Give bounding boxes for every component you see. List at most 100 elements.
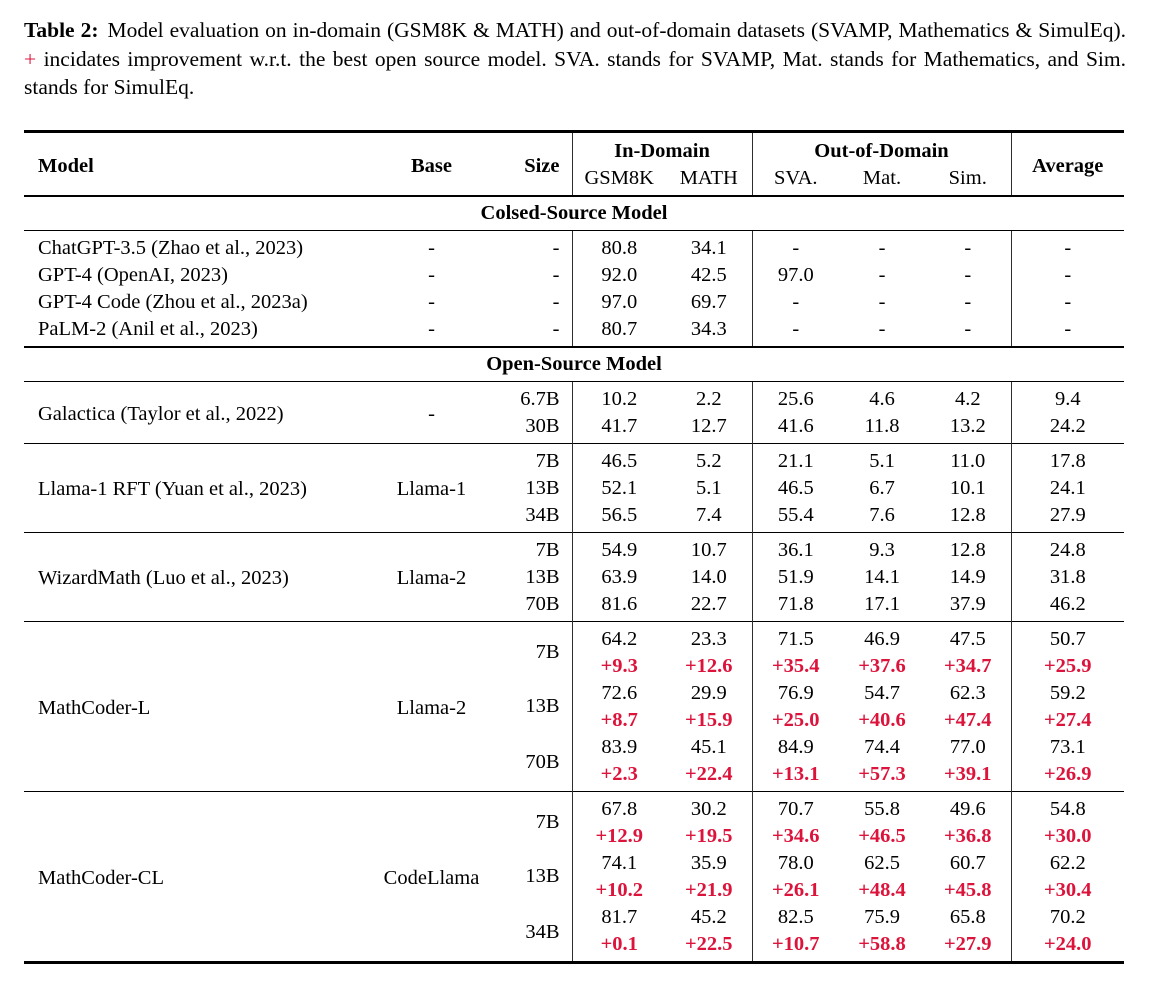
score-value: - [878,317,886,340]
score-value: 24.8 [1010,531,1124,563]
caption-label: Table 2: [24,18,99,42]
score-value: 70.7 [751,790,839,822]
column-group-in-domain: In-Domain [571,131,752,164]
score-delta: +27.9 [943,932,992,955]
table-caption: Table 2: Model evaluation on in-domain (G… [24,16,1126,102]
score-value: 54.7 [864,681,900,704]
score-delta: +12.6 [684,654,733,677]
base-name: - [428,236,435,259]
score-value: 54.8 [1010,790,1124,822]
score-value: 22.7 [690,592,727,615]
score-value: 70.2 [1010,903,1124,930]
score-value: 80.8 [571,230,666,261]
score-delta: +39.1 [943,762,992,785]
score-value: 56.5 [571,501,666,532]
score-value: 11.0 [925,442,1011,474]
score-value: 29.9 [690,681,727,704]
score-value: 62.3 [949,681,986,704]
score-value: 23.3 [666,620,752,652]
score-delta: +13.1 [751,760,839,791]
size-value: - [552,263,560,286]
score-delta: +25.0 [751,706,839,733]
score-value: 46.5 [751,474,839,501]
score-delta: +47.4 [943,708,992,731]
score-delta: +40.6 [858,708,906,731]
score-value: - [751,288,839,315]
delta-row: +9.3 +12.6 +35.4 +37.6 +34.7 +25.9 [24,652,1124,679]
score-delta: +15.9 [684,708,733,731]
score-value: 4.6 [869,387,895,410]
score-delta: +9.3 [571,652,666,679]
score-value: 6.7 [869,476,895,499]
score-delta: +35.4 [751,652,839,679]
score-value: 12.8 [925,531,1011,563]
score-value: 11.8 [864,414,900,437]
score-value: 4.2 [954,387,981,410]
delta-row: +2.3 +22.4 +13.1 +57.3 +39.1 +26.9 [24,760,1124,791]
score-delta: +22.5 [684,932,733,955]
score-value: - [751,315,839,347]
score-value: 55.4 [751,501,839,532]
score-delta: +10.2 [571,876,666,903]
score-value: 14.9 [949,565,986,588]
score-value: 45.2 [690,905,727,928]
score-delta: +34.6 [751,822,839,849]
score-delta: +21.9 [684,878,733,901]
section-header-row: Colsed-Source Model [24,194,1124,231]
base-name: Llama-1 [369,442,494,532]
table-row: Galactica (Taylor et al., 2022) - 6.7B 10.2… [24,381,1124,425]
column-header-size: Size [524,154,560,177]
score-value: 14.0 [690,565,727,588]
table-row: GPT-4 Code (Zhou et al., 2023a) - -97.0 69.… [24,288,1124,315]
score-delta: +34.7 [943,654,992,677]
score-delta: +37.6 [858,654,906,677]
score-value: 67.8 [571,790,666,822]
table-row: 13B 74.1 35.9 78.0 62.5 60.7 62.2 [24,849,1124,887]
base-name: Llama-2 [369,531,494,621]
score-delta: +46.5 [858,824,906,847]
score-value: 81.6 [571,590,666,621]
score-value: 9.3 [839,531,925,563]
size-value: - [552,236,560,259]
table-row: 70B 81.6 22.7 71.8 17.1 37.9 46.2 [24,590,1124,621]
score-value: 62.5 [864,851,900,874]
score-value: - [964,317,972,340]
table-row: WizardMath (Luo et al., 2023) Llama-2 7B 54… [24,531,1124,621]
score-value: 12.8 [949,503,986,526]
size-value: 13B [525,695,560,717]
score-value: 7.4 [695,503,722,526]
caption-plus-sign: + [24,46,37,71]
size-value: - [552,290,560,313]
score-delta: +36.8 [943,824,992,847]
section-header-row: Open-Source Model [24,345,1124,382]
base-name: Llama-2 [369,620,494,791]
score-delta: +10.7 [751,930,839,962]
header-row-datasets: GSM8K MATH SVA. Mat. Sim. [24,164,1124,196]
score-value: 34.1 [690,236,727,259]
score-value: 27.9 [1010,501,1124,532]
section-title: Colsed-Source Model [24,194,1124,231]
score-value: 7.6 [869,503,895,526]
score-delta: +30.0 [1010,822,1124,849]
table-row: GPT-4 (OpenAI, 2023) - -92.0 42.5 97.0- - - [24,261,1124,288]
score-value: 83.9 [571,733,666,760]
table-row: Llama-1 RFT (Yuan et al., 2023) Llama-1 7B… [24,442,1124,532]
score-value: 49.6 [925,790,1011,822]
size-value: 70B [525,592,560,615]
score-value: 62.2 [1010,849,1124,876]
score-value: - [1010,230,1124,261]
column-header-mat: Mat. [862,166,902,189]
table-row: 30B 41.7 12.7 41.6 11.8 13.2 24.2 [24,412,1124,443]
score-value: 17.1 [864,592,900,615]
size-value: 13B [525,865,560,887]
score-value: 25.6 [751,381,839,412]
score-value: 10.1 [949,476,986,499]
column-header-base: Base [411,154,452,177]
score-value: 45.1 [690,735,727,758]
score-value: 81.7 [571,903,666,930]
score-delta: +12.9 [571,822,666,849]
score-delta: +8.7 [571,706,666,733]
score-value: - [964,236,972,259]
delta-row: +10.2 +21.9 +26.1 +48.4 +45.8 +30.4 [24,876,1124,903]
score-value: 78.0 [751,849,839,876]
